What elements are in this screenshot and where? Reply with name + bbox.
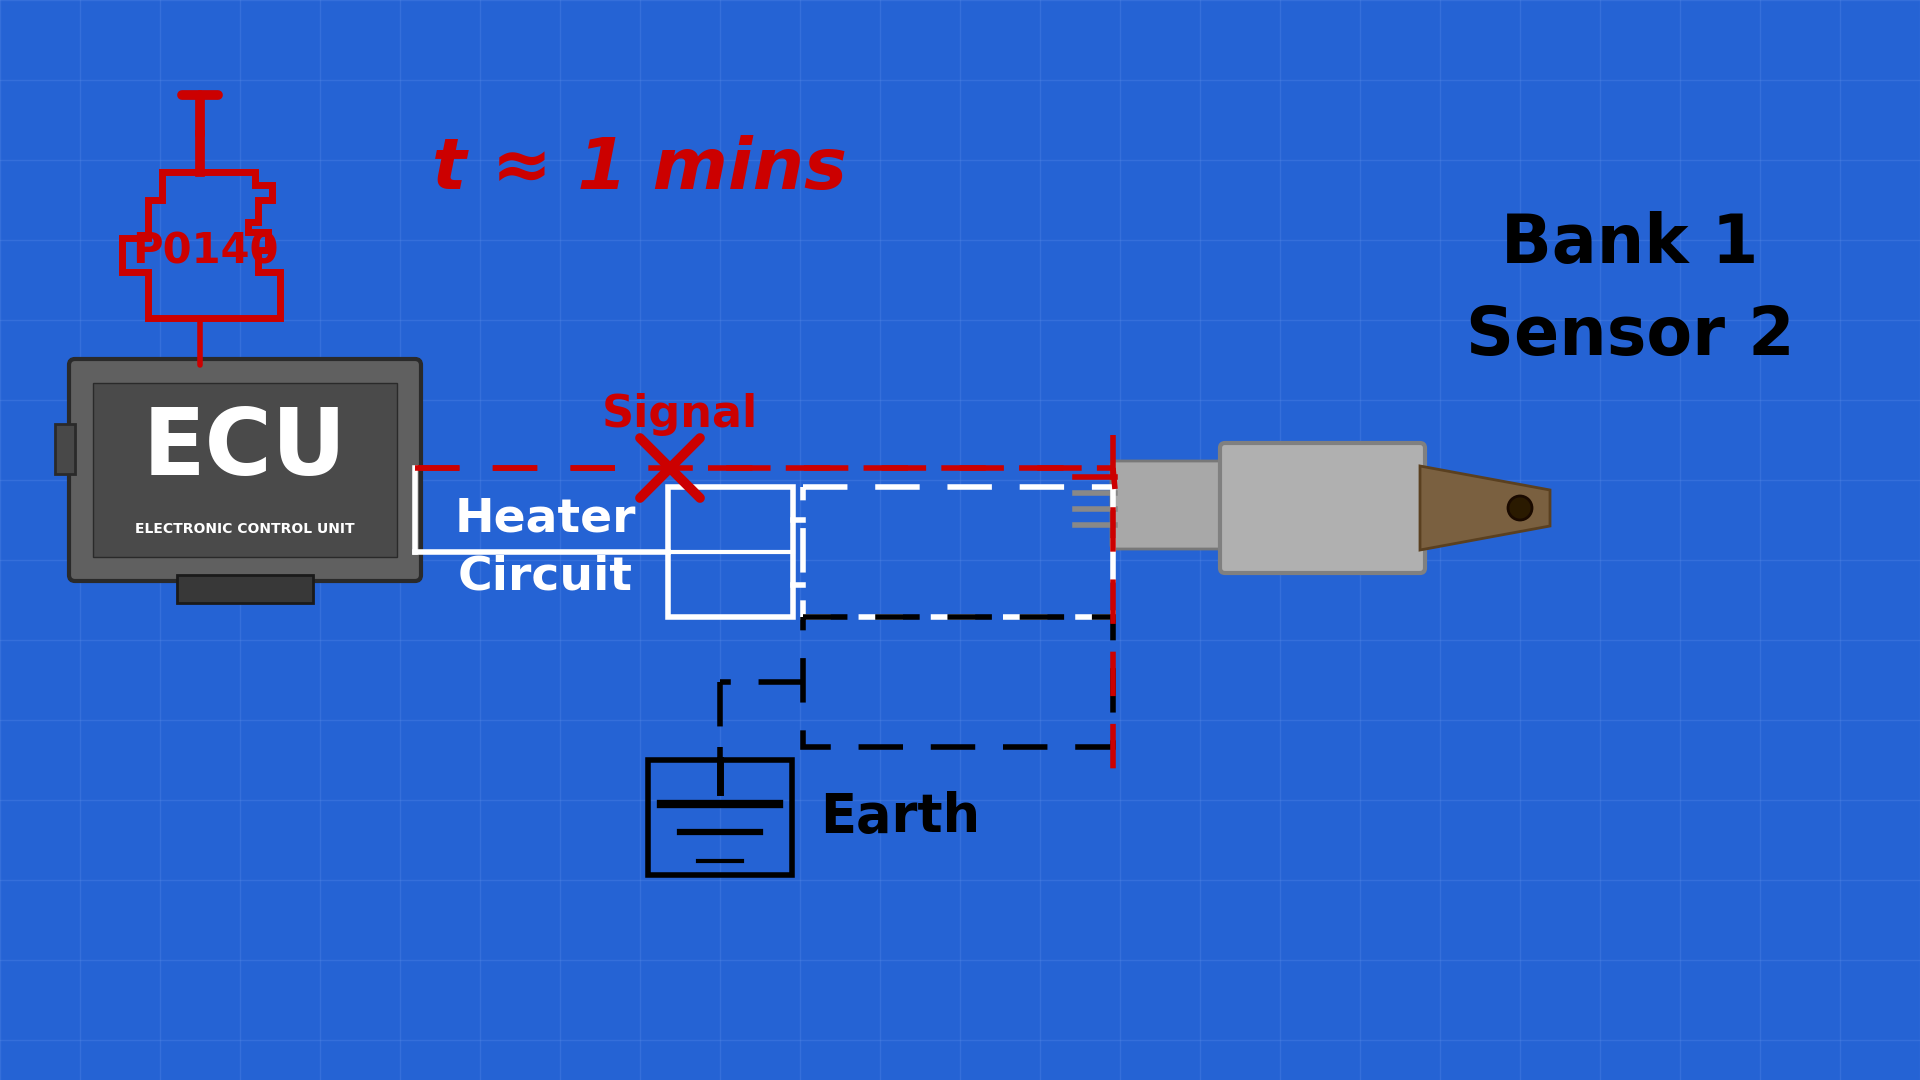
Bar [803,487,1114,617]
Text: t ≈ 1 mins: t ≈ 1 mins [432,135,847,204]
Bar [803,617,1114,747]
Polygon shape [56,423,75,474]
Text: P0140: P0140 [132,231,278,273]
FancyBboxPatch shape [69,359,420,581]
Polygon shape [177,575,313,603]
Circle shape [1507,496,1532,519]
Text: ECU: ECU [142,404,348,494]
Text: Earth: Earth [820,792,979,843]
Bar [668,487,793,617]
Text: Heater
Circuit: Heater Circuit [455,496,636,600]
Bar [649,760,791,875]
FancyBboxPatch shape [1112,461,1229,549]
Bar [92,383,397,557]
Text: Signal: Signal [601,393,758,436]
Text: ELECTRONIC CONTROL UNIT: ELECTRONIC CONTROL UNIT [134,522,355,536]
FancyBboxPatch shape [1219,443,1425,573]
Text: Bank 1
Sensor 2: Bank 1 Sensor 2 [1465,211,1795,369]
Polygon shape [1421,465,1549,550]
